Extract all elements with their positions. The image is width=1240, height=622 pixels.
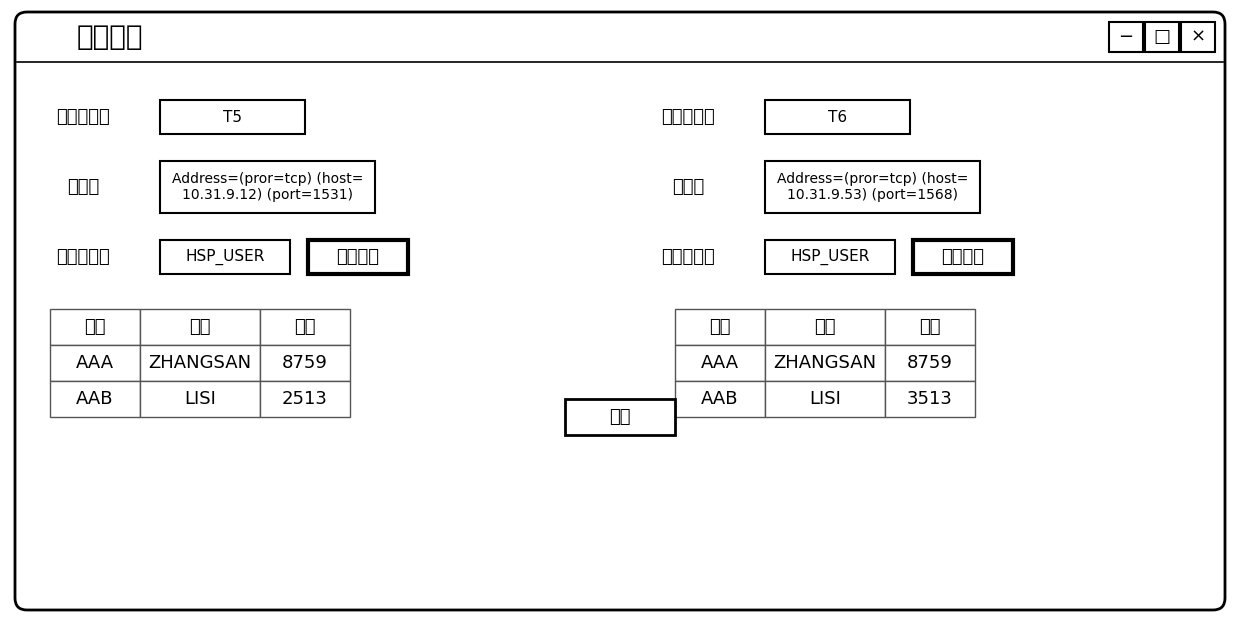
Text: 8759: 8759	[281, 354, 327, 372]
Text: Address=(pror=tcp) (host=
10.31.9.12) (port=1531): Address=(pror=tcp) (host= 10.31.9.12) (p…	[172, 172, 363, 202]
Text: □: □	[1153, 28, 1171, 46]
Text: 账号: 账号	[709, 318, 730, 336]
FancyBboxPatch shape	[260, 309, 350, 345]
Text: 开始: 开始	[609, 408, 631, 426]
Text: 账号: 账号	[84, 318, 105, 336]
Text: 2513: 2513	[281, 390, 327, 408]
Text: 第二文件名: 第二文件名	[661, 248, 715, 266]
Text: AAA: AAA	[76, 354, 114, 372]
FancyBboxPatch shape	[140, 345, 260, 381]
FancyBboxPatch shape	[675, 309, 765, 345]
Text: HSP_USER: HSP_USER	[185, 249, 264, 265]
FancyBboxPatch shape	[675, 381, 765, 417]
FancyBboxPatch shape	[50, 381, 140, 417]
FancyBboxPatch shape	[1109, 22, 1143, 52]
FancyBboxPatch shape	[308, 240, 408, 274]
FancyBboxPatch shape	[50, 309, 140, 345]
Text: 姓名: 姓名	[190, 318, 211, 336]
Text: ZHANGSAN: ZHANGSAN	[149, 354, 252, 372]
Text: 第二数据库: 第二数据库	[661, 108, 715, 126]
Text: T5: T5	[223, 109, 242, 124]
Text: AAA: AAA	[701, 354, 739, 372]
Text: T6: T6	[828, 109, 847, 124]
Text: 电话: 电话	[294, 318, 316, 336]
Text: ZHANGSAN: ZHANGSAN	[774, 354, 877, 372]
Text: ×: ×	[1190, 28, 1205, 46]
Text: LISI: LISI	[808, 390, 841, 408]
FancyBboxPatch shape	[885, 381, 975, 417]
FancyBboxPatch shape	[160, 161, 374, 213]
Text: 查看数据: 查看数据	[941, 248, 985, 266]
FancyBboxPatch shape	[765, 161, 980, 213]
Text: HSP_USER: HSP_USER	[790, 249, 869, 265]
FancyBboxPatch shape	[50, 345, 140, 381]
FancyBboxPatch shape	[765, 381, 885, 417]
FancyBboxPatch shape	[675, 345, 765, 381]
Text: 连接串: 连接串	[672, 178, 704, 196]
FancyBboxPatch shape	[260, 381, 350, 417]
FancyBboxPatch shape	[765, 345, 885, 381]
Text: 查看数据: 查看数据	[336, 248, 379, 266]
FancyBboxPatch shape	[140, 309, 260, 345]
Text: 姓名: 姓名	[815, 318, 836, 336]
FancyBboxPatch shape	[565, 399, 675, 435]
FancyBboxPatch shape	[1145, 22, 1179, 52]
Text: 3513: 3513	[908, 390, 952, 408]
FancyBboxPatch shape	[765, 309, 885, 345]
FancyBboxPatch shape	[260, 345, 350, 381]
Text: 8759: 8759	[908, 354, 952, 372]
Text: −: −	[1118, 28, 1133, 46]
Text: 第一文件名: 第一文件名	[56, 248, 110, 266]
FancyBboxPatch shape	[140, 381, 260, 417]
FancyBboxPatch shape	[160, 240, 290, 274]
Text: 电话: 电话	[919, 318, 941, 336]
Text: 连接串: 连接串	[67, 178, 99, 196]
FancyBboxPatch shape	[160, 100, 305, 134]
Text: AAB: AAB	[76, 390, 114, 408]
Text: Address=(pror=tcp) (host=
10.31.9.53) (port=1568): Address=(pror=tcp) (host= 10.31.9.53) (p…	[776, 172, 968, 202]
Text: 对比页面: 对比页面	[77, 23, 144, 51]
Text: LISI: LISI	[184, 390, 216, 408]
FancyBboxPatch shape	[15, 12, 1225, 610]
FancyBboxPatch shape	[885, 345, 975, 381]
FancyBboxPatch shape	[765, 100, 910, 134]
FancyBboxPatch shape	[1180, 22, 1215, 52]
Text: AAB: AAB	[702, 390, 739, 408]
FancyBboxPatch shape	[913, 240, 1013, 274]
FancyBboxPatch shape	[765, 240, 895, 274]
Text: 第一数据库: 第一数据库	[56, 108, 110, 126]
FancyBboxPatch shape	[885, 309, 975, 345]
